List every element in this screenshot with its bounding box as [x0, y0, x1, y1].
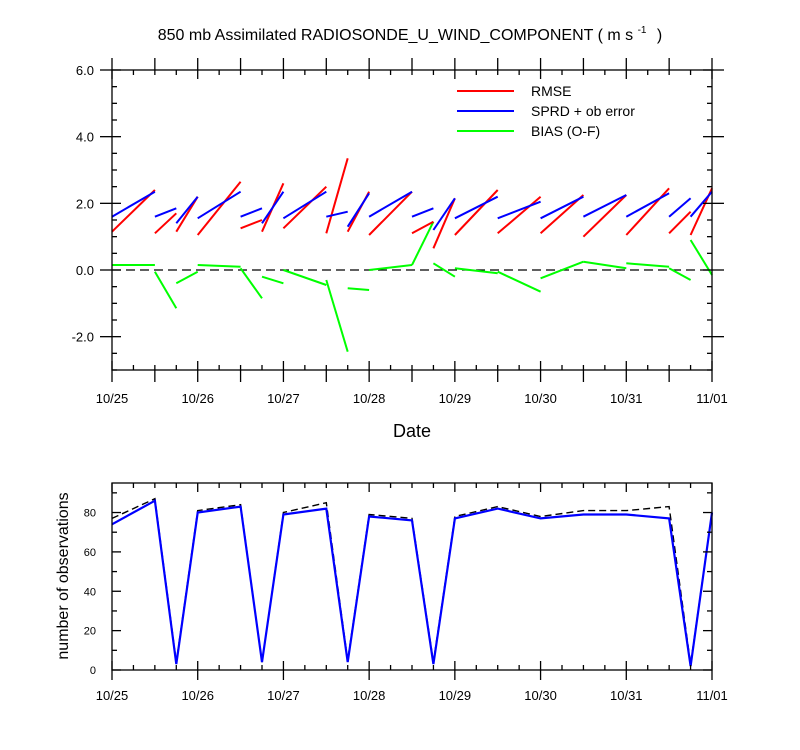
series-sprd-ob-error-segment-18 — [689, 191, 713, 218]
bottom-x-tick-label: 10/30 — [524, 688, 557, 703]
top-y-tick-label: 0.0 — [76, 263, 94, 278]
series-bias-o-f-segment-16 — [626, 262, 670, 268]
series-bias-o-f-segment-9 — [368, 264, 413, 271]
series-rmse-segment-7 — [325, 158, 349, 234]
series-rmse-segment-4 — [240, 219, 263, 230]
top-series-layer — [111, 158, 713, 352]
series-bias-o-f-segment-1 — [154, 271, 178, 309]
series-possible-line — [111, 497, 713, 665]
series-rmse-segment-10 — [411, 220, 434, 235]
series-bias-o-f-segment-14 — [540, 260, 584, 280]
legend-label: RMSE — [531, 83, 571, 99]
series-sprd-ob-error-segment-1 — [154, 207, 177, 218]
top-x-tick-label: 10/26 — [181, 391, 214, 406]
bottom-y-axis-label: number of observations — [55, 492, 72, 659]
series-bias-o-f-segment-6 — [283, 269, 327, 286]
top-x-tick-label: 10/30 — [524, 391, 557, 406]
top-y-tick-label: 2.0 — [76, 196, 94, 211]
series-sprd-ob-error-segment-8 — [346, 192, 370, 228]
series-sprd-ob-error-segment-10 — [411, 207, 434, 218]
series-rmse-segment-9 — [368, 190, 413, 236]
bottom-y-tick-label: 0 — [90, 665, 96, 677]
series-sprd-ob-error-segment-16 — [625, 192, 670, 218]
bottom-x-tick-label: 10/31 — [610, 688, 643, 703]
series-rmse-segment-11 — [432, 197, 456, 249]
top-x-tick-label: 10/25 — [96, 391, 129, 406]
chart-title: 850 mb Assimilated RADIOSONDE_U_WIND_COM… — [158, 20, 663, 44]
series-sprd-ob-error-segment-7 — [326, 210, 348, 218]
series-bias-o-f-segment-18 — [689, 239, 713, 276]
top-x-axis-label: Date — [393, 421, 431, 441]
series-bias-o-f-segment-15 — [583, 260, 627, 270]
series-bias-o-f-segment-8 — [347, 287, 370, 291]
series-sprd-ob-error-segment-12 — [454, 195, 499, 220]
series-sprd-ob-error-segment-5 — [261, 191, 285, 224]
series-used-line — [111, 498, 714, 667]
series-bias-o-f-segment-17 — [668, 267, 692, 281]
series-rmse-segment-13 — [497, 195, 542, 235]
top-chart: 10/25 10/26 10/27 10/28 10/29 10/30 10/31 11/01… — [72, 58, 728, 441]
series-rmse-segment-3 — [196, 181, 242, 236]
series-bias-o-f-segment-10 — [411, 221, 435, 266]
top-x-tick-label: 10/28 — [353, 391, 386, 406]
bottom-series-layer — [111, 497, 714, 667]
bottom-y-tick-label: 80 — [84, 508, 96, 520]
bottom-x-tick-label: 10/25 — [96, 688, 129, 703]
chart-title-close: ) — [657, 27, 662, 44]
series-sprd-ob-error-segment-11 — [432, 197, 456, 231]
series-bias-o-f-segment-3 — [197, 264, 241, 268]
series-sprd-ob-error-segment-6 — [282, 190, 327, 220]
bottom-y-tick-label: 20 — [84, 626, 96, 638]
series-bias-o-f-segment-12 — [454, 267, 498, 275]
top-y-tick-label: -2.0 — [72, 330, 94, 345]
top-y-tick-label: 4.0 — [76, 130, 94, 145]
series-rmse-segment-1 — [154, 212, 177, 235]
series-rmse-segment-15 — [582, 194, 627, 238]
series-sprd-ob-error-segment-9 — [368, 190, 413, 218]
bottom-x-tick-label: 11/01 — [696, 688, 728, 703]
series-bias-o-f-segment-5 — [261, 275, 284, 285]
top-legend: RMSE SPRD + ob error BIAS (O-F) — [457, 83, 635, 139]
series-bias-o-f-segment-4 — [239, 267, 263, 299]
series-sprd-ob-error-segment-13 — [497, 200, 541, 220]
top-x-tick-label: 10/27 — [267, 391, 300, 406]
series-rmse-segment-16 — [625, 187, 670, 236]
series-rmse-segment-17 — [668, 210, 692, 235]
series-rmse-segment-12 — [454, 189, 499, 236]
top-x-tick-label: 10/31 — [610, 391, 643, 406]
legend-label: SPRD + ob error — [531, 103, 635, 119]
top-x-tick-label: 10/29 — [439, 391, 472, 406]
chart-title-main: 850 mb Assimilated RADIOSONDE_U_WIND_COM… — [158, 27, 633, 44]
top-ticks-layer: 10/25 10/26 10/27 10/28 10/29 10/30 10/31 11/01… — [72, 58, 728, 406]
legend-label: BIAS (O-F) — [531, 123, 600, 139]
series-rmse-segment-6 — [282, 185, 327, 230]
top-x-tick-label: 11/01 — [696, 391, 728, 406]
series-bias-o-f-segment-13 — [497, 270, 542, 293]
series-sprd-ob-error-segment-3 — [197, 190, 242, 220]
series-sprd-ob-error-segment-4 — [240, 207, 263, 218]
bottom-x-tick-label: 10/28 — [353, 688, 386, 703]
series-sprd-ob-error-segment-2 — [175, 196, 199, 224]
series-sprd-ob-error-segment-17 — [668, 197, 692, 218]
series-bias-o-f-segment-7 — [325, 279, 349, 352]
bottom-chart: 10/25 10/26 10/27 10/28 10/29 10/30 10/31 11/01… — [55, 482, 728, 703]
bottom-x-tick-label: 10/26 — [181, 688, 214, 703]
series-sprd-ob-error-segment-0 — [111, 190, 156, 218]
series-sprd-ob-error-segment-14 — [540, 195, 584, 220]
bottom-x-tick-label: 10/29 — [439, 688, 472, 703]
bottom-y-tick-label: 60 — [84, 547, 96, 559]
bottom-x-tick-label: 10/27 — [267, 688, 300, 703]
series-sprd-ob-error-segment-15 — [582, 194, 627, 218]
top-y-tick-label: 6.0 — [76, 63, 94, 78]
bottom-y-tick-label: 40 — [84, 586, 96, 598]
series-bias-o-f-segment-2 — [175, 270, 199, 285]
chart-title-exponent: -1 — [638, 25, 647, 36]
series-bias-o-f-segment-11 — [432, 262, 456, 278]
bottom-ticks-layer: 10/25 10/26 10/27 10/28 10/29 10/30 10/31 11/01… — [84, 483, 728, 703]
